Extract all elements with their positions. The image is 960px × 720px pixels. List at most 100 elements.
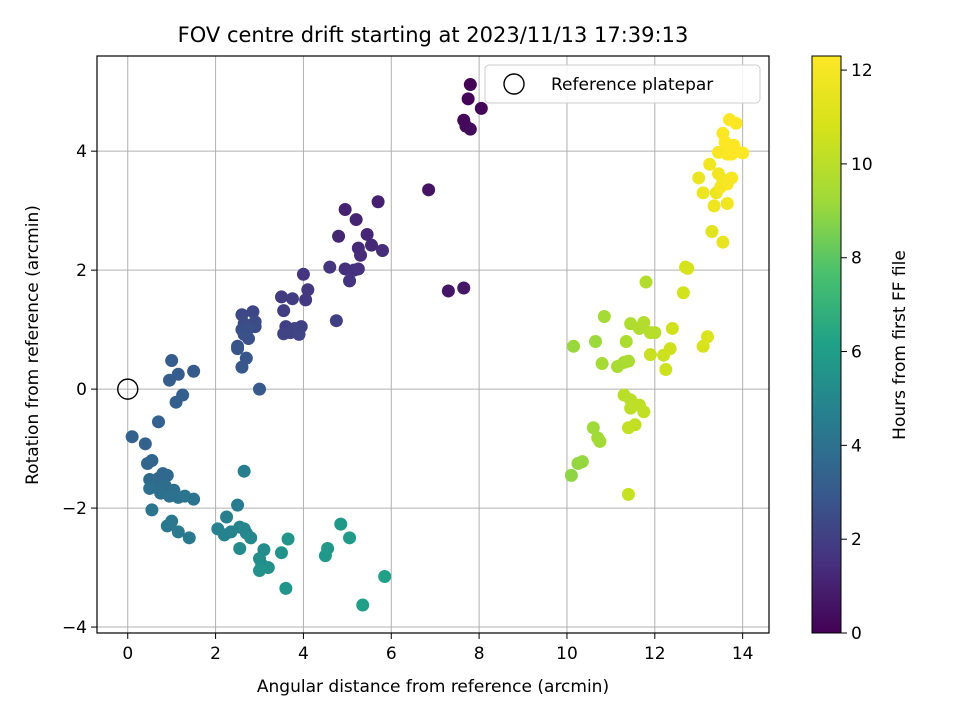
- data-point: [292, 327, 306, 341]
- data-point: [716, 235, 730, 249]
- data-point: [378, 569, 392, 583]
- data-point: [237, 464, 251, 478]
- data-point: [160, 468, 174, 482]
- data-point: [681, 261, 695, 275]
- data-point: [281, 532, 295, 546]
- x-tick-label: 2: [210, 644, 221, 664]
- data-point: [160, 519, 174, 533]
- data-point: [593, 434, 607, 448]
- reference-marker-layer: [117, 378, 139, 400]
- data-point: [242, 332, 256, 346]
- data-point: [338, 202, 352, 216]
- x-axis-label: Angular distance from reference (arcmin): [257, 677, 609, 697]
- data-point: [665, 321, 679, 335]
- colorbar-gradient: [811, 55, 842, 634]
- data-point: [329, 314, 343, 328]
- data-point: [676, 286, 690, 300]
- y-tick-label: 0: [76, 380, 87, 400]
- data-point: [349, 213, 363, 227]
- data-point: [182, 531, 196, 545]
- data-point: [586, 421, 600, 435]
- data-point: [643, 348, 657, 362]
- grid: [97, 56, 769, 633]
- colorbar-tick-label: 4: [851, 436, 862, 456]
- data-point: [323, 260, 337, 274]
- data-point: [463, 122, 477, 136]
- y-axis-ticks: −4 −2 0 2 4: [62, 142, 97, 638]
- data-point: [720, 197, 734, 211]
- colorbar-tick-label: 8: [851, 249, 862, 269]
- x-tick-label: 12: [644, 644, 666, 664]
- legend: Reference platepar: [484, 64, 761, 104]
- data-point: [220, 510, 234, 524]
- colorbar: 0 2 4 6 8 10 12 Hours from first FF file: [811, 55, 910, 644]
- chart-title: FOV centre drift starting at 2023/11/13 …: [178, 23, 689, 47]
- data-point: [360, 227, 374, 241]
- data-point: [351, 262, 365, 276]
- data-point: [244, 531, 258, 545]
- y-axis-label: Rotation from reference (arcmin): [23, 205, 43, 485]
- data-point: [187, 492, 201, 506]
- data-point: [235, 360, 249, 374]
- data-point: [707, 199, 721, 213]
- data-point: [277, 327, 291, 341]
- data-point: [169, 395, 183, 409]
- colorbar-tick-label: 0: [851, 624, 862, 644]
- data-point: [457, 281, 471, 295]
- data-point: [441, 284, 455, 298]
- data-point: [474, 101, 488, 115]
- x-axis-ticks: 0 2 4 6 8 10 12 14: [122, 633, 753, 664]
- data-point: [648, 326, 662, 340]
- data-point: [463, 78, 477, 92]
- data-point: [141, 456, 155, 470]
- data-point: [692, 171, 706, 185]
- data-point: [461, 92, 475, 106]
- data-point: [231, 342, 245, 356]
- colorbar-ticks: 0 2 4 6 8 10 12: [841, 61, 873, 644]
- x-tick-label: 4: [298, 644, 309, 664]
- plot-frame: [96, 55, 770, 634]
- data-point: [274, 546, 288, 560]
- legend-box: [484, 64, 761, 104]
- colorbar-label: Hours from first FF file: [890, 250, 910, 440]
- data-point: [597, 310, 611, 324]
- data-point: [621, 354, 635, 368]
- data-point: [151, 415, 165, 429]
- data-point: [736, 146, 750, 160]
- colorbar-tick-label: 10: [851, 155, 873, 175]
- x-tick-label: 10: [556, 644, 578, 664]
- data-point: [365, 238, 379, 252]
- data-point: [375, 244, 389, 258]
- data-point: [639, 275, 653, 289]
- data-point: [279, 581, 293, 595]
- y-tick-label: 2: [76, 261, 87, 281]
- legend-marker-icon: [503, 73, 525, 95]
- data-point: [659, 362, 673, 376]
- data-point: [277, 304, 291, 318]
- x-tick-label: 0: [122, 644, 133, 664]
- data-point: [171, 525, 185, 539]
- data-point: [637, 315, 651, 329]
- data-point: [187, 364, 201, 378]
- data-point: [318, 549, 332, 563]
- data-point: [356, 598, 370, 612]
- data-point: [621, 487, 635, 501]
- data-point: [285, 292, 299, 306]
- data-point: [595, 357, 609, 371]
- data-point: [165, 354, 179, 368]
- data-point: [274, 290, 288, 304]
- colorbar-tick-label: 6: [851, 343, 862, 363]
- data-point: [701, 330, 715, 344]
- data-point: [564, 468, 578, 482]
- data-point: [296, 267, 310, 281]
- data-point: [567, 339, 581, 353]
- y-tick-label: −4: [62, 618, 87, 638]
- data-point: [663, 342, 677, 356]
- data-point: [705, 224, 719, 238]
- data-point: [143, 481, 157, 495]
- data-point: [371, 195, 385, 209]
- data-point: [725, 171, 739, 185]
- data-point: [299, 293, 313, 307]
- data-point: [589, 335, 603, 349]
